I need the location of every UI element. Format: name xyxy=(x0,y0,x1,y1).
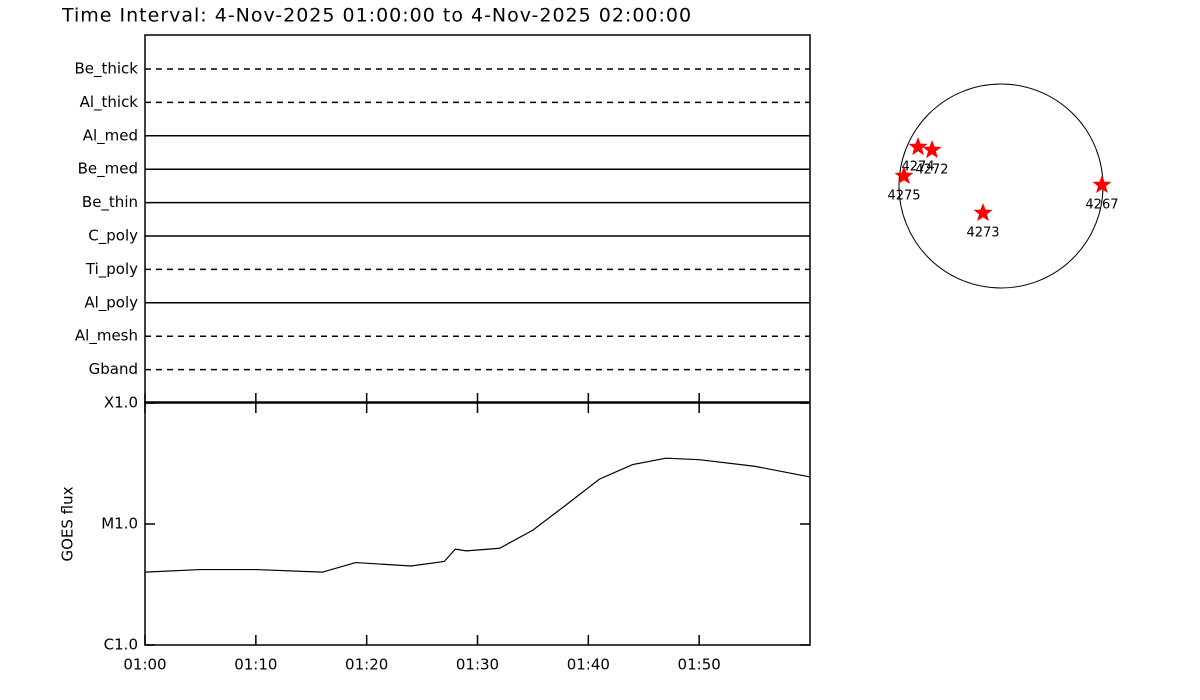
filter-panel xyxy=(144,34,811,403)
solar-disk xyxy=(898,83,1104,289)
y-tick-label: M1.0 xyxy=(101,515,138,533)
x-tick-label: 01:10 xyxy=(234,656,277,674)
region-label: 4273 xyxy=(966,225,999,240)
filter-label: Be_med xyxy=(78,160,138,179)
region-label: 4274 xyxy=(901,159,934,174)
y-axis-label: GOES flux xyxy=(59,486,77,561)
region-label: 4267 xyxy=(1085,197,1118,212)
filter-label: Be_thin xyxy=(82,193,138,212)
filter-label: Be_thick xyxy=(74,60,138,79)
x-tick-label: 01:30 xyxy=(456,656,499,674)
filter-label: Al_mesh xyxy=(75,327,138,346)
region-marker xyxy=(922,140,942,159)
region-label: 4275 xyxy=(887,188,920,203)
filter-label: Al_thick xyxy=(80,93,139,112)
filter-label: Al_med xyxy=(83,126,138,145)
filter-label: C_poly xyxy=(88,227,138,246)
filter-label: Ti_poly xyxy=(85,260,138,279)
chart-title: Time Interval: 4-Nov-2025 01:00:00 to 4-… xyxy=(61,5,692,27)
region-marker xyxy=(908,137,928,156)
goes-panel xyxy=(144,402,811,646)
x-tick-label: 01:00 xyxy=(123,656,166,674)
region-label: 4272 xyxy=(915,163,948,178)
x-tick-label: 01:50 xyxy=(678,656,721,674)
region-marker xyxy=(973,203,993,222)
filter-label: Gband xyxy=(89,360,138,378)
filter-label: Al_poly xyxy=(84,293,138,312)
x-tick-label: 01:40 xyxy=(567,656,610,674)
x-tick-label: 01:20 xyxy=(345,656,388,674)
goes-flux-line xyxy=(144,457,811,573)
region-marker xyxy=(894,166,914,184)
y-tick-label: C1.0 xyxy=(104,636,138,654)
y-tick-label: X1.0 xyxy=(104,394,138,412)
region-marker xyxy=(1092,175,1112,193)
